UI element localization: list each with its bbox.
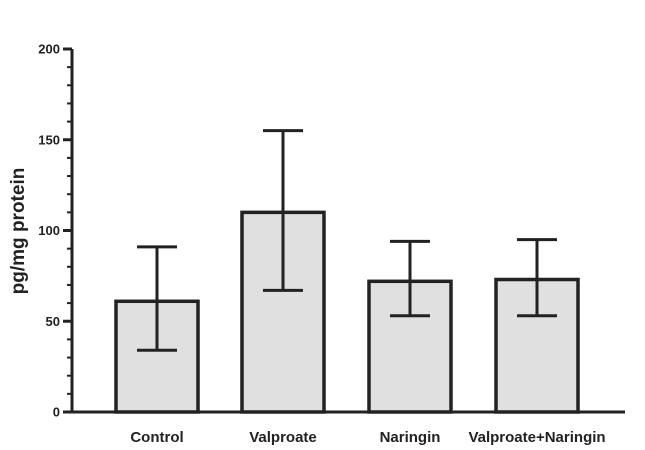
- x-tick-label: Naringin: [380, 429, 441, 446]
- bar-valproate-naringin: [494, 277, 580, 414]
- x-tick-label: Valproate+Naringin: [468, 429, 605, 446]
- y-tick-label: 100: [38, 223, 60, 238]
- y-axis-title: pg/mg protein: [8, 168, 29, 295]
- plot-area: 0 50 100 150 200 Control Valproate Naringin Valp…: [38, 42, 625, 446]
- x-tick-label: Control: [130, 429, 183, 446]
- y-tick-label: 50: [46, 314, 60, 329]
- x-tick-label: Valproate: [249, 429, 317, 446]
- y-tick-label: 200: [38, 42, 60, 57]
- y-tick-label: 150: [38, 132, 60, 147]
- y-tick-label: 0: [53, 405, 60, 420]
